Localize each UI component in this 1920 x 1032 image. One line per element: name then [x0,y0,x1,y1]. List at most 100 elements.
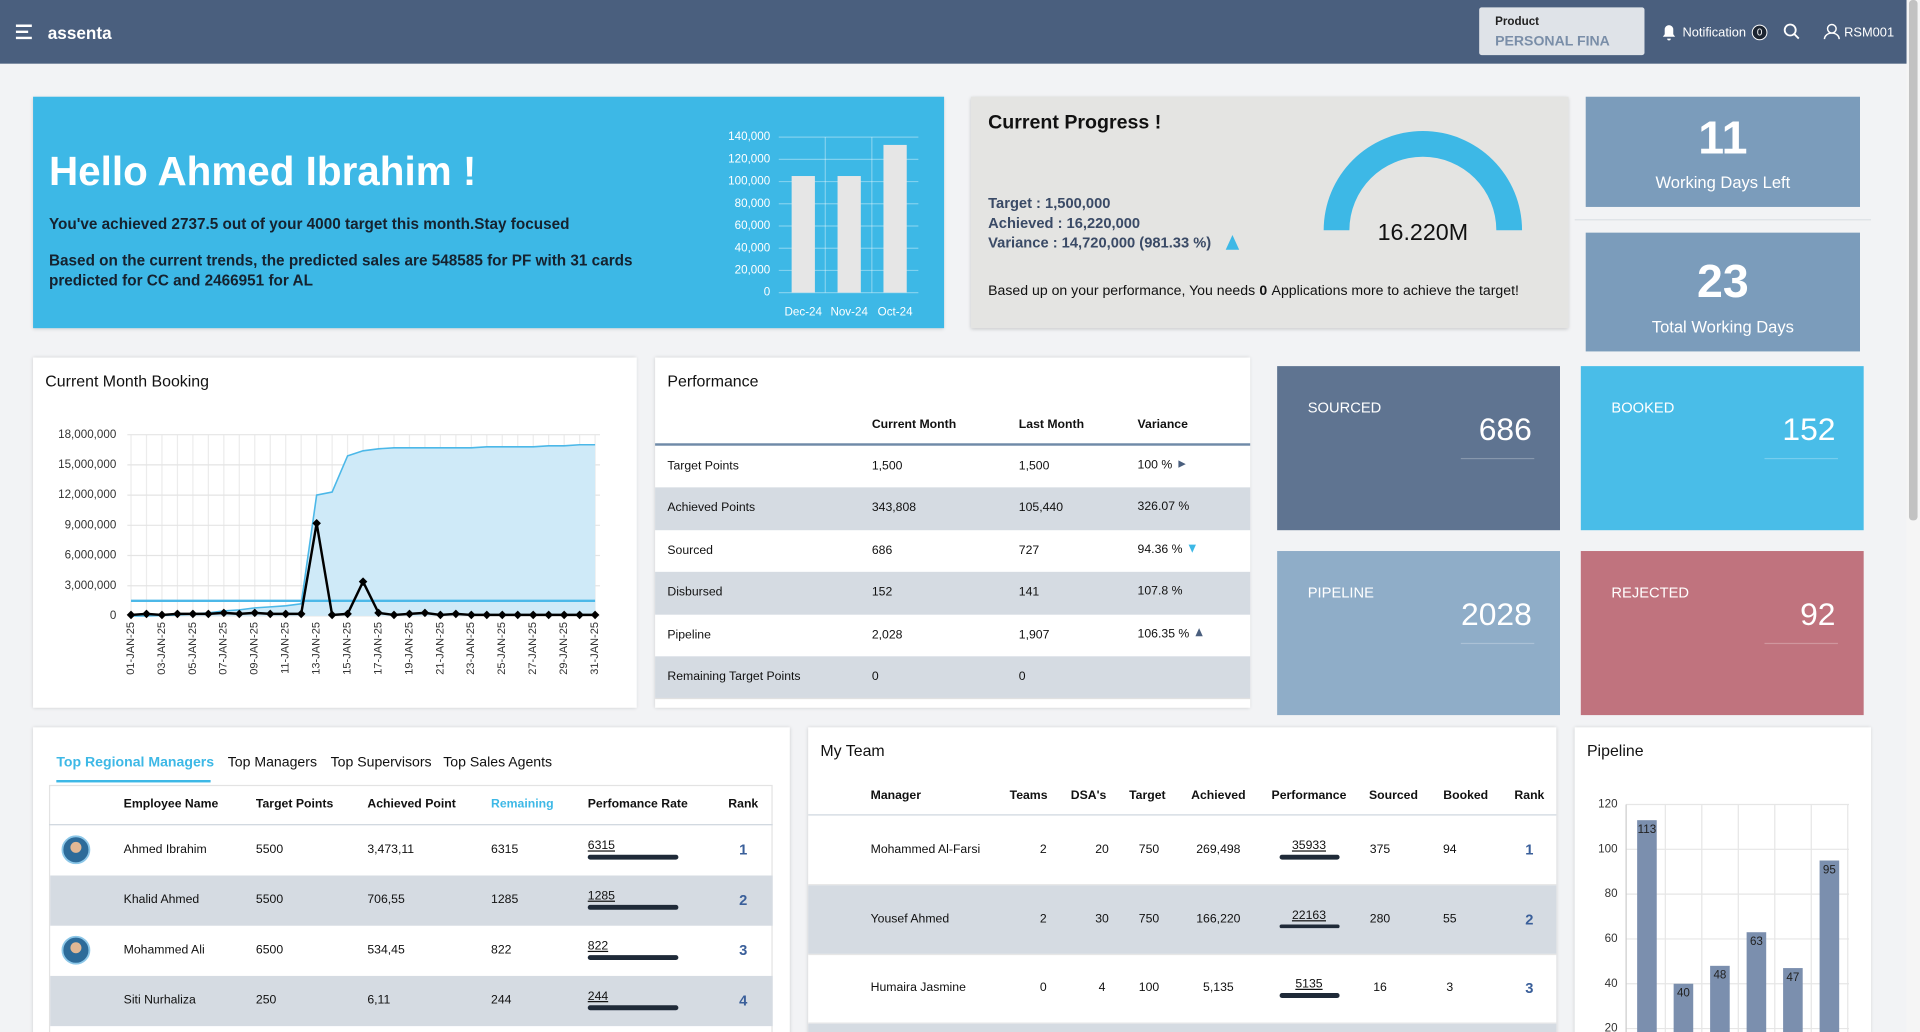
booking-panel [33,357,637,708]
column-header: Target Points [255,797,334,812]
booking-title: Current Month Booking [45,371,210,391]
rate-bar [587,854,679,859]
cell-dsa: 4 [1098,981,1106,995]
row-label: Sourced [667,544,713,558]
cell: 727 [1018,544,1040,558]
rate-bar [1279,854,1340,859]
days-label: Total Working Days [1651,317,1794,337]
cell-rank: 1 [1525,841,1534,859]
column-header: Rank [1514,789,1545,803]
progress-achieved: Achieved : 16,220,000 [988,214,1141,232]
pipeline-panel [1574,727,1872,1032]
progress-target: Target : 1,500,000 [988,194,1111,212]
cell-target: 100 [1138,981,1160,995]
progress-variance: Variance : 14,720,000 (981.33 %) [988,233,1212,252]
column-header: Sourced [1368,789,1418,803]
tab[interactable]: Top Managers [227,755,317,771]
cell-dsa: 20 [1095,843,1109,857]
notification-link[interactable]: Notification [1682,25,1747,41]
cell: 141 [1018,586,1040,600]
cell-performance: 5135 [1295,977,1323,992]
cell-achieved: 5,135 [1203,981,1234,995]
cell-name: Mohammed Al-Farsi [870,843,981,857]
column-header: Current Month [871,418,957,432]
column-header: Employee Name [123,797,219,812]
column-header: Teams [1009,789,1048,803]
tab[interactable]: Top Regional Managers [56,755,215,771]
performance-title: Performance [667,371,759,391]
product-label: Product [1495,15,1540,29]
cell-name: Khalid Ahmed [123,893,200,907]
stat-tile [1277,551,1561,716]
row-rule [808,953,1557,955]
cell: 534,45 [367,943,405,957]
stat-tile [1580,366,1864,531]
days-divider [1574,219,1872,221]
scroll-thumb [1908,0,1918,521]
cell-rate: 822 [587,939,609,954]
tab[interactable]: Top Supervisors [330,755,432,771]
column-header: Last Month [1018,418,1085,432]
cell-sourced: 280 [1369,912,1391,926]
column-header: Rank [728,797,759,812]
cell-sourced: 375 [1369,843,1391,857]
tile-value: 92 [1800,595,1836,633]
cell-dsa: 30 [1095,912,1109,926]
user-menu[interactable]: RSM001 [1844,25,1895,41]
cell: 1285 [491,893,519,907]
cell-teams: 2 [1039,912,1047,926]
tile-label: SOURCED [1307,399,1382,417]
cell-rate: 6315 [587,839,616,853]
cell: 152 [871,586,893,600]
cell: 343,808 [871,501,917,516]
column-header: Perfomance Rate [587,797,688,812]
hero-panel [33,96,945,329]
tile-label: PIPELINE [1307,584,1374,602]
product-select[interactable] [1479,7,1645,56]
tile-rule [1764,642,1838,645]
cell: 244 [491,993,512,1008]
column-header: Target [1129,789,1166,803]
greeting: Hello Ahmed Ibrahim ! [48,148,477,194]
row-label: Pipeline [667,628,711,642]
tile-rule [1764,457,1838,460]
cell: 822 [491,943,512,957]
column-header: Performance [1271,789,1347,803]
cell: 105,440 [1018,501,1064,516]
rate-bar [587,1005,679,1010]
cell: 1,907 [1018,628,1050,642]
cell: 6315 [491,843,519,857]
team-panel [808,727,1557,1032]
cell-rank: 2 [739,891,748,909]
tab[interactable]: Top Sales Agents [443,755,553,771]
cell-rate: 1285 [587,889,616,904]
cell-rank: 2 [1525,910,1534,928]
cell-booked: 3 [1446,981,1454,995]
cell: 1,500 [1018,459,1050,474]
tile-rule [1460,642,1535,645]
cell-name: Siti Nurhaliza [123,993,196,1008]
row-band [50,874,773,926]
header-rule [48,824,773,826]
row-band [808,884,1557,954]
row-band [655,572,1251,615]
days-label: Working Days Left [1655,173,1791,192]
row-label: Target Points [667,459,739,474]
cell: 0 [1018,670,1026,684]
stat-tile [1277,366,1561,531]
column-header: Achieved Point [367,797,456,812]
row-label: Achieved Points [667,501,756,516]
tab-underline [56,780,211,783]
cell: 5500 [255,893,284,907]
column-header: Variance [1137,418,1188,432]
days-value: 11 [1698,113,1748,165]
days-tile [1585,232,1861,352]
row-label: Disbursed [667,586,723,600]
cell-variance: 94.36 % [1137,542,1183,557]
cell: 2,028 [871,628,903,642]
column-header: DSA's [1070,789,1107,803]
row-band [808,1023,1557,1032]
cell-variance: 326.07 % [1137,500,1190,515]
cell-rank: 4 [739,991,748,1009]
